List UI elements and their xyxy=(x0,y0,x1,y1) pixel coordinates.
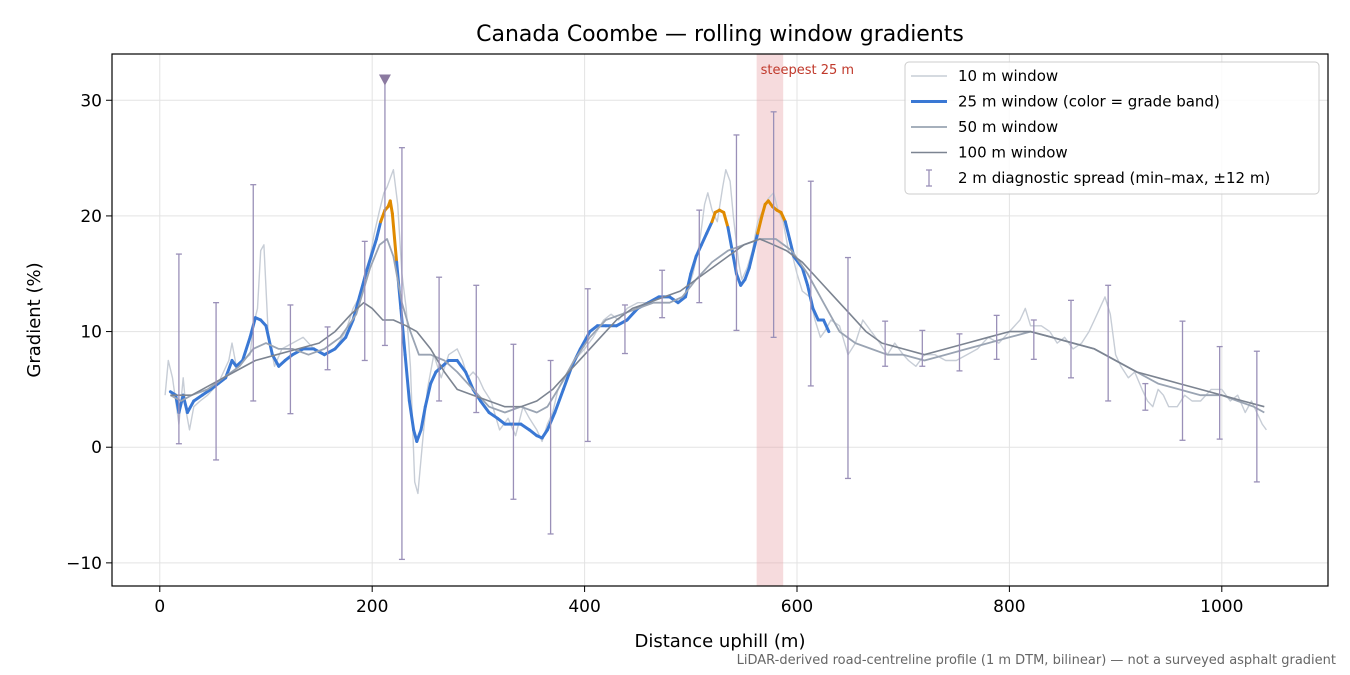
series-25m-segment xyxy=(676,295,687,305)
series-25m-segment xyxy=(726,225,734,253)
series-25m-segment xyxy=(751,231,760,253)
series-25m-segment xyxy=(487,411,500,420)
series-25m-segment xyxy=(322,347,337,357)
series-25m-segment xyxy=(668,295,680,305)
series-25m-segment xyxy=(333,335,348,351)
series-25m-segment xyxy=(241,335,252,362)
series-25m-segment xyxy=(216,376,228,386)
steepest-highlight-band xyxy=(756,54,784,586)
series-25m-segment xyxy=(625,306,640,322)
chart-title: Canada Coombe — rolling window gradients xyxy=(476,22,964,47)
series-25m-segment xyxy=(415,428,423,443)
peak-marker-group xyxy=(378,74,391,86)
x-tick-label: 1000 xyxy=(1200,597,1243,617)
series-25m-segment xyxy=(689,254,698,276)
series-25m-segment xyxy=(540,428,549,440)
series-25m-segment xyxy=(743,266,751,282)
axis-ticks: 0 200 400 600 800 1000 −10 0 10 20 30 xyxy=(66,91,1243,617)
x-axis-label: Distance uphill (m) xyxy=(635,631,806,652)
legend-label: 50 m window xyxy=(958,118,1058,136)
series-25m-segment xyxy=(527,428,539,438)
series-25m-segment xyxy=(192,393,204,403)
series-25m-segment xyxy=(181,393,189,415)
series-25m-segment xyxy=(519,422,531,432)
series-25m-segment xyxy=(722,210,730,229)
peak-marker-triangle xyxy=(378,74,391,86)
legend-label: 25 m window (color = grade band) xyxy=(958,93,1220,111)
series-25m-segment xyxy=(710,210,717,224)
series-25m-segment xyxy=(364,254,373,276)
series-25m-segment xyxy=(756,214,764,235)
x-tick-label: 800 xyxy=(993,597,1025,617)
x-tick-label: 0 xyxy=(154,597,165,617)
series-25m-segment xyxy=(419,405,427,432)
series-25m-segment xyxy=(264,324,274,357)
series-25m-segment xyxy=(390,212,399,264)
legend: 10 m window 25 m window (color = grade ba… xyxy=(904,61,1320,195)
series-25m-segment xyxy=(291,347,305,357)
legend-label: 2 m diagnostic spread (min–max, ±12 m) xyxy=(958,169,1270,187)
series-25m-segment xyxy=(423,382,433,409)
series-25m-segment xyxy=(464,370,475,391)
y-tick-label: −10 xyxy=(66,554,102,574)
series-25m-segment xyxy=(270,353,281,368)
series-25m-segment xyxy=(822,318,831,334)
series-25m-segment xyxy=(779,210,787,224)
legend-label: 10 m window xyxy=(958,67,1058,85)
series-25m-segment xyxy=(455,358,468,374)
series-25m-segment xyxy=(699,231,709,247)
series-25m-segment xyxy=(747,249,755,270)
series-25m-segment xyxy=(369,237,378,258)
series-25m-segment xyxy=(403,353,411,403)
series-25m-segment xyxy=(344,318,355,339)
series-25m-segment xyxy=(429,370,438,386)
series-25m-segment xyxy=(783,220,792,241)
series-25m-segment xyxy=(734,272,743,287)
series-25m-segment xyxy=(479,399,491,415)
series-25m-segment xyxy=(209,382,220,391)
y-tick-label: 0 xyxy=(91,438,102,458)
series-line-100m xyxy=(170,238,1265,408)
series-25m-segment xyxy=(407,399,416,432)
x-tick-label: 200 xyxy=(356,597,388,617)
series-25m-segment xyxy=(200,387,213,397)
legend-label: 100 m window xyxy=(958,144,1068,162)
series-25m-segment xyxy=(283,353,295,362)
series-25m-segment xyxy=(588,324,599,334)
series-25m-segment xyxy=(312,347,326,357)
steepest-highlight-group: steepest 25 m xyxy=(756,54,854,586)
series-25m-segment xyxy=(379,208,387,224)
steepest-label: steepest 25 m xyxy=(761,63,854,78)
plot-frame xyxy=(111,53,1329,587)
series-25m-segment xyxy=(730,249,738,276)
y-axis-label: Gradient (%) xyxy=(24,262,45,377)
y-tick-label: 30 xyxy=(80,91,102,111)
series-25m-segment xyxy=(374,220,383,241)
error-bars xyxy=(175,78,1260,561)
series-25m-segment xyxy=(496,416,507,426)
series-25m-segment xyxy=(811,306,820,322)
legend-box xyxy=(904,61,1320,195)
footnote: LiDAR-derived road-centreline profile (1… xyxy=(737,653,1336,668)
series-25m-segment xyxy=(553,387,565,415)
series-25m-segment xyxy=(760,202,767,218)
series-25m-segment xyxy=(800,266,810,287)
series-25m-segment xyxy=(388,199,394,216)
y-tick-label: 10 xyxy=(80,323,102,343)
series-25m-segment xyxy=(705,220,714,235)
x-tick-label: 400 xyxy=(568,597,600,617)
series-25m-segment xyxy=(185,399,196,415)
y-tick-label: 20 xyxy=(80,207,102,227)
x-tick-label: 600 xyxy=(781,597,813,617)
